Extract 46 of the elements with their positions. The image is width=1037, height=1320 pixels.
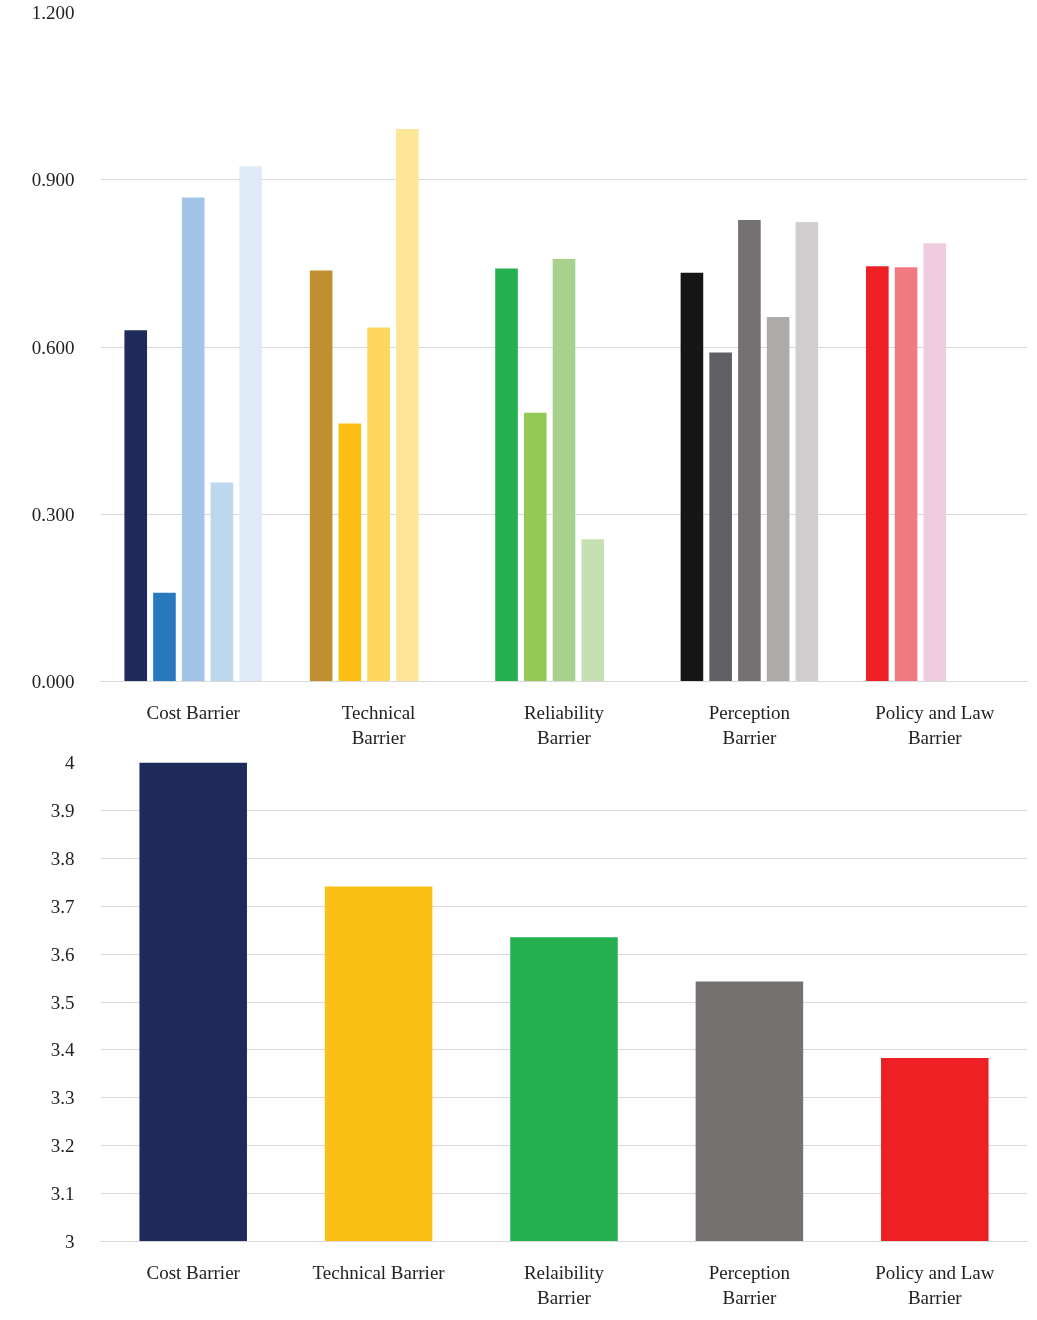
y-tick-label: 3.5 (50, 991, 75, 1013)
y-tick-label: 0.300 (31, 503, 75, 525)
y-tick-label: 0.900 (31, 169, 75, 191)
bar (766, 316, 790, 682)
y-tick-label: 3.3 (50, 1087, 75, 1109)
y-tick-label: 3.8 (50, 847, 75, 869)
bar (153, 592, 176, 682)
y-tick-label: 0.600 (31, 336, 75, 358)
bar (523, 412, 547, 682)
x-tick-label: Perception Barrier (708, 1261, 791, 1308)
bar (894, 267, 918, 682)
y-tick-label: 3.7 (50, 895, 75, 917)
bar (338, 423, 362, 682)
y-tick-label: 3 (65, 1231, 75, 1252)
bar (923, 243, 947, 682)
bar (309, 270, 333, 682)
bar (709, 352, 732, 682)
bar (181, 197, 205, 682)
bar (396, 129, 419, 682)
y-tick-label: 3.1 (50, 1183, 75, 1205)
bar (581, 539, 605, 682)
bar (866, 266, 889, 682)
bar (552, 258, 576, 682)
y-tick-label: 3.4 (50, 1039, 75, 1061)
x-tick-label: Technical Barrier (341, 701, 416, 748)
x-tick-label: Technical Barrier (312, 1261, 446, 1283)
bar (680, 272, 704, 682)
x-tick-label: Cost Barrier (146, 1261, 241, 1283)
bar (738, 219, 761, 682)
x-tick-label: Relaibility Barrier (523, 1261, 605, 1308)
y-tick-label: 4 (65, 752, 75, 773)
y-tick-label: 3.9 (50, 799, 75, 821)
x-tick-label: Cost Barrier (146, 701, 241, 723)
x-tick-label: Policy and Law Barrier (875, 701, 995, 748)
bar (210, 482, 234, 682)
y-tick-label: 3.2 (50, 1135, 75, 1157)
bar (495, 268, 518, 682)
x-tick-label: Reliability Barrier (523, 701, 605, 748)
x-tick-label: Perception Barrier (708, 701, 791, 748)
bar (239, 166, 262, 682)
y-tick-label: 3.6 (50, 943, 75, 965)
bar (367, 327, 390, 682)
x-tick-label: Policy and Law Barrier (875, 1261, 995, 1308)
y-tick-label: 0.000 (31, 671, 75, 692)
bar (124, 330, 148, 682)
y-tick-label: 1.200 (31, 2, 75, 23)
